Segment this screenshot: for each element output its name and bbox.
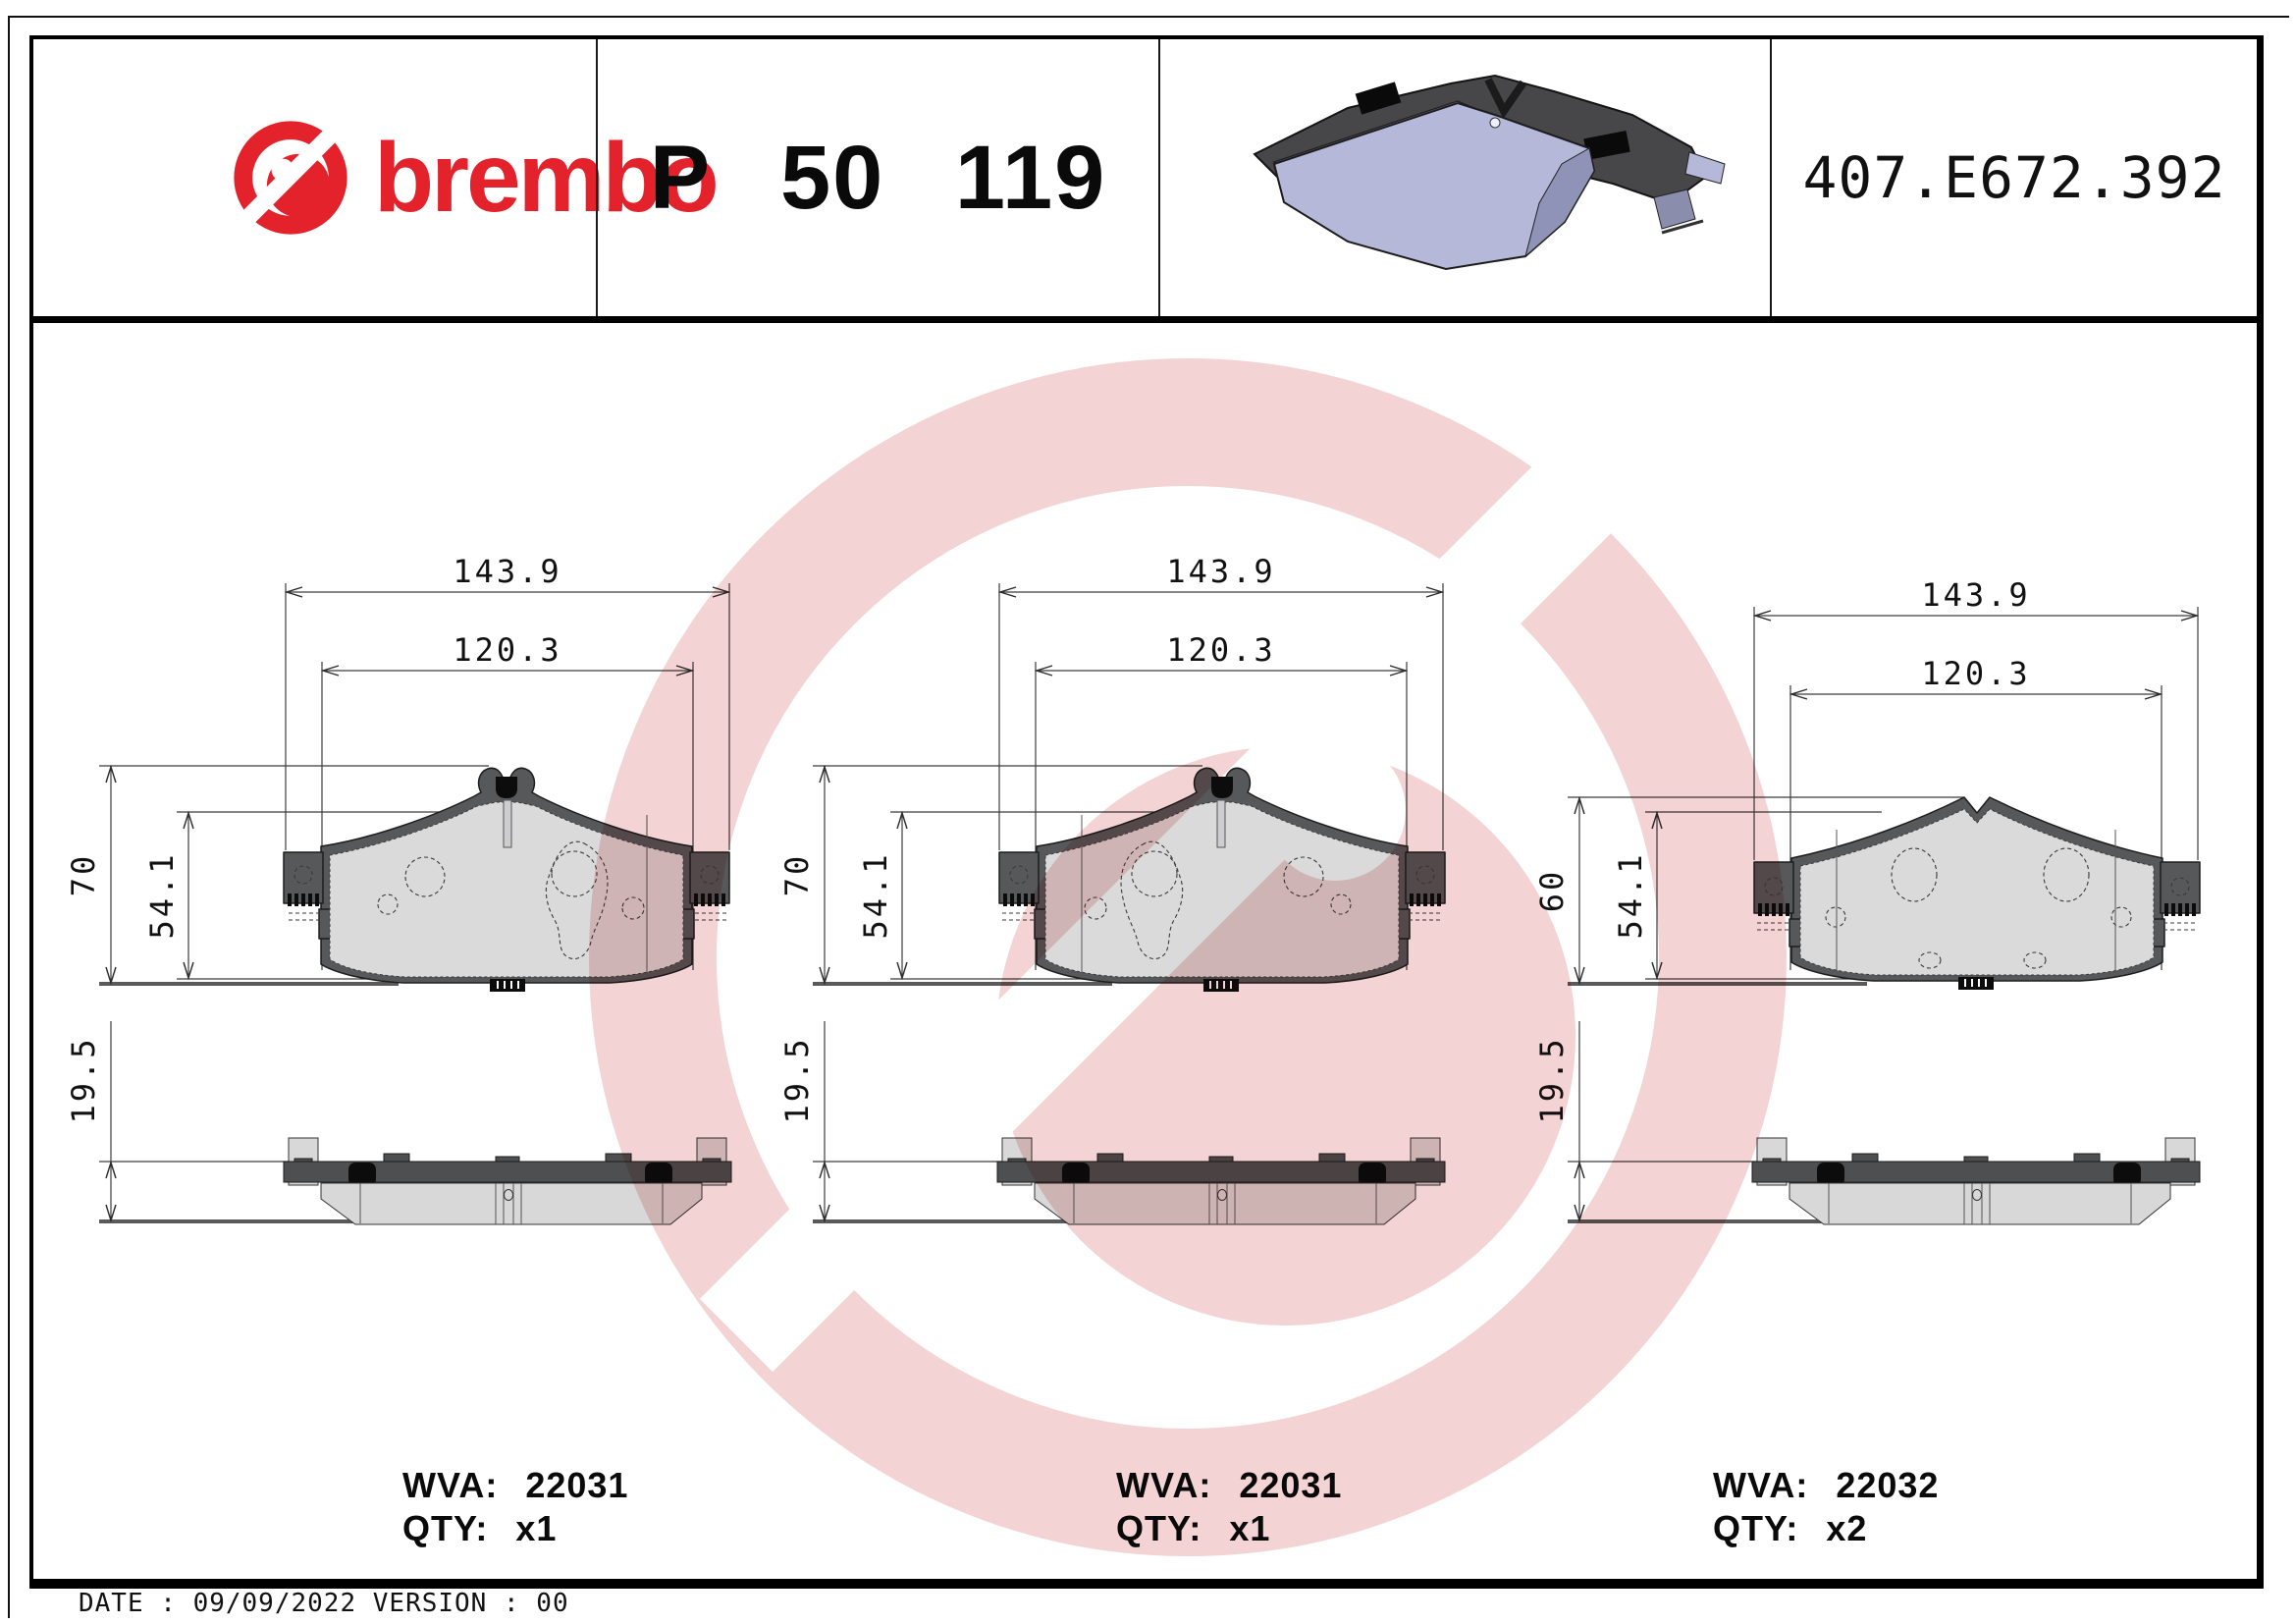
qty-value: x1 <box>515 1508 558 1548</box>
pad-front-view <box>998 767 1446 992</box>
qty-row: QTY: x1 <box>1116 1508 1270 1549</box>
dim-height-inner: 54.1 <box>143 851 181 940</box>
qty-value: x1 <box>1229 1508 1271 1548</box>
catalog-code: 407.E672.392 <box>1802 144 2226 211</box>
wva-row: WVA: 22032 <box>1713 1465 1939 1506</box>
qty-label: QTY: <box>1713 1508 1799 1548</box>
wva-label: WVA: <box>1713 1465 1809 1505</box>
pad-front-view <box>283 767 730 992</box>
pad-side-view <box>813 1021 1446 1225</box>
wva-row: WVA: 22031 <box>1116 1465 1342 1506</box>
brembo-logo-icon <box>225 112 356 244</box>
dim-thickness: 19.5 <box>1533 1036 1571 1124</box>
title-block: brembo P 50 119 <box>33 39 2257 323</box>
dim-width-inner: 120.3 <box>453 631 562 669</box>
dim-width-outer: 143.9 <box>1166 553 1276 590</box>
dim-height-inner: 54.1 <box>857 851 894 940</box>
pad-variant-column-1: 143.9 120.3 70 54.1 19.5 WVA: 22031 QTY:… <box>60 550 786 1624</box>
wva-label: WVA: <box>1116 1465 1212 1505</box>
brand-wordmark: brembo <box>374 123 720 233</box>
pad-front-view <box>1753 796 2201 990</box>
header-divider <box>1770 39 1772 316</box>
qty-row: QTY: x2 <box>1713 1508 1867 1549</box>
pad-variant-column-2: 143.9 120.3 70 54.1 19.5 WVA: 22031 QTY:… <box>774 550 1500 1624</box>
catalog-code-cell: 407.E672.392 <box>1772 39 2257 316</box>
dim-height-outer: 70 <box>778 852 816 897</box>
dim-width-inner: 120.3 <box>1166 631 1276 669</box>
dim-width-outer: 143.9 <box>453 553 562 590</box>
wva-value: 22032 <box>1836 1465 1940 1505</box>
dim-thickness: 19.5 <box>778 1036 816 1124</box>
brake-pad-3d-render <box>1252 74 1726 271</box>
pad-drawing-1 <box>99 583 732 1225</box>
dim-height-outer: 70 <box>65 852 102 897</box>
pad-drawing-2 <box>813 583 1446 1225</box>
pad-variant-column-3: 143.9 120.3 60 54.1 19.5 WVA: 22032 QTY:… <box>1528 550 2255 1624</box>
qty-label: QTY: <box>402 1508 489 1548</box>
dim-height-outer: 60 <box>1533 868 1571 913</box>
dim-width-inner: 120.3 <box>1921 655 2031 692</box>
wva-value: 22031 <box>1239 1465 1343 1505</box>
product-photo-cell <box>1160 39 1770 316</box>
qty-label: QTY: <box>1116 1508 1202 1548</box>
part-number-cell: P 50 119 <box>598 39 1158 316</box>
wva-label: WVA: <box>402 1465 499 1505</box>
wva-value: 22031 <box>525 1465 629 1505</box>
dim-thickness: 19.5 <box>65 1036 102 1124</box>
pad-drawing-3 <box>1568 607 2201 1225</box>
dim-height-inner: 54.1 <box>1612 851 1649 940</box>
dim-width-outer: 143.9 <box>1921 576 2031 614</box>
part-number: P 50 119 <box>649 127 1107 228</box>
brand-logo: brembo <box>33 39 787 316</box>
pad-side-view <box>1568 1021 2201 1225</box>
pad-side-view <box>99 1021 732 1225</box>
qty-value: x2 <box>1826 1508 1868 1548</box>
footer-note: DATE : 09/09/2022 VERSION : 00 <box>79 1589 569 1618</box>
header-divider <box>1158 39 1160 316</box>
wva-row: WVA: 22031 <box>402 1465 628 1506</box>
header-divider <box>596 39 598 316</box>
qty-row: QTY: x1 <box>402 1508 557 1549</box>
